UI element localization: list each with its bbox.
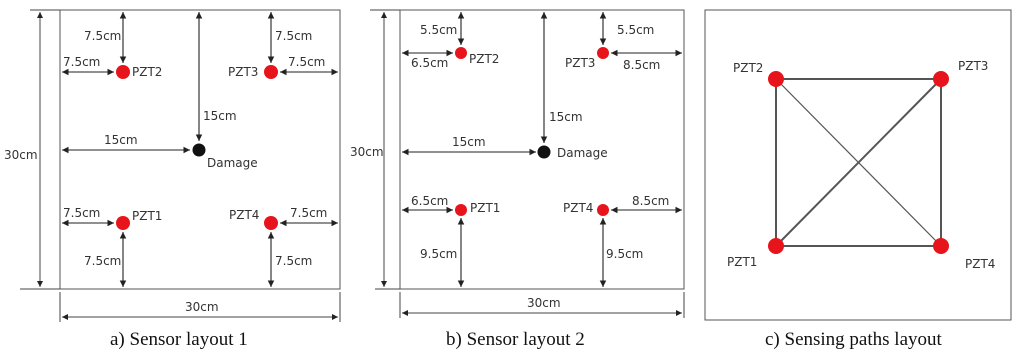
plate-height-label: 30cm bbox=[4, 148, 38, 162]
pzt4-sensor bbox=[264, 216, 278, 230]
pzt4-sensor bbox=[597, 204, 609, 216]
pzt4-vertical-label: 9.5cm bbox=[606, 247, 643, 261]
pzt1-sensor bbox=[455, 204, 467, 216]
pzt3-label: PZT3 bbox=[565, 56, 595, 70]
pzt3-sensor bbox=[597, 47, 609, 59]
pzt1-horizontal-label: 6.5cm bbox=[411, 194, 448, 208]
pzt2-label: PZT2 bbox=[132, 65, 162, 79]
pzt3-label: PZT3 bbox=[228, 65, 258, 79]
pzt4-node-label: PZT4 bbox=[965, 257, 995, 271]
path-pzt3-pzt1 bbox=[775, 78, 942, 247]
pzt1-vertical-label: 9.5cm bbox=[420, 247, 457, 261]
plate-height-label: 30cm bbox=[350, 145, 384, 159]
pzt2-label: PZT2 bbox=[469, 52, 499, 66]
pzt3-horizontal-label: 7.5cm bbox=[288, 55, 325, 69]
damage-vertical-label: 15cm bbox=[549, 110, 583, 124]
panel-a-caption: a) Sensor layout 1 bbox=[110, 329, 248, 350]
damage-horizontal-label: 15cm bbox=[452, 135, 486, 149]
plate-outline bbox=[399, 9, 685, 290]
pzt3-horizontal-label: 8.5cm bbox=[623, 58, 660, 72]
pzt4-label: PZT4 bbox=[229, 208, 259, 222]
damage-horizontal-label: 15cm bbox=[104, 133, 138, 147]
pzt1-node-label: PZT1 bbox=[727, 255, 757, 269]
damage-label: Damage bbox=[207, 156, 258, 170]
damage-vertical-label: 15cm bbox=[203, 109, 237, 123]
panel-sensor-layout-2: 30cm 30cm 5.5cm 6.5cm PZT2 5.5cm 8.5cm P… bbox=[350, 9, 685, 350]
damage-point bbox=[192, 143, 206, 157]
panel-sensing-paths: PZT2 PZT3 PZT1 PZT4 c) Sensing paths lay… bbox=[704, 9, 1012, 350]
plate-width-label: 30cm bbox=[527, 296, 561, 310]
pzt1-horizontal-label: 7.5cm bbox=[63, 206, 100, 220]
pzt4-horizontal-label: 7.5cm bbox=[290, 206, 327, 220]
panel-c-caption: c) Sensing paths layout bbox=[765, 329, 943, 350]
pzt2-sensor bbox=[116, 65, 130, 79]
pzt3-sensor bbox=[264, 65, 278, 79]
plate-outline bbox=[59, 9, 341, 290]
pzt2-horizontal-label: 6.5cm bbox=[411, 56, 448, 70]
pzt2-vertical-label: 7.5cm bbox=[84, 29, 121, 43]
panel-sensor-layout-1: 30cm 30cm 7.5cm 7.5cm PZT2 7.5cm 7.5cm P… bbox=[4, 9, 341, 350]
pzt2-horizontal-label: 7.5cm bbox=[63, 55, 100, 69]
pzt1-node bbox=[768, 238, 784, 254]
pzt3-node bbox=[933, 71, 949, 87]
pzt2-sensor bbox=[455, 47, 467, 59]
pzt1-label: PZT1 bbox=[470, 201, 500, 215]
pzt3-vertical-label: 5.5cm bbox=[617, 23, 654, 37]
panel-b-caption: b) Sensor layout 2 bbox=[446, 329, 585, 350]
pzt1-vertical-label: 7.5cm bbox=[84, 254, 121, 268]
pzt3-node-label: PZT3 bbox=[958, 59, 988, 73]
pzt3-vertical-label: 7.5cm bbox=[275, 29, 312, 43]
damage-point bbox=[537, 145, 551, 159]
paths-frame bbox=[704, 9, 1012, 321]
damage-label: Damage bbox=[557, 146, 608, 160]
pzt4-vertical-label: 7.5cm bbox=[275, 254, 312, 268]
pzt1-sensor bbox=[116, 216, 130, 230]
pzt2-node bbox=[768, 71, 784, 87]
pzt4-label: PZT4 bbox=[563, 201, 593, 215]
plate-width-label: 30cm bbox=[185, 300, 219, 314]
pzt2-node-label: PZT2 bbox=[733, 61, 763, 75]
pzt4-node bbox=[933, 238, 949, 254]
pzt2-vertical-label: 5.5cm bbox=[420, 23, 457, 37]
pzt1-label: PZT1 bbox=[132, 209, 162, 223]
pzt4-horizontal-label: 8.5cm bbox=[632, 194, 669, 208]
